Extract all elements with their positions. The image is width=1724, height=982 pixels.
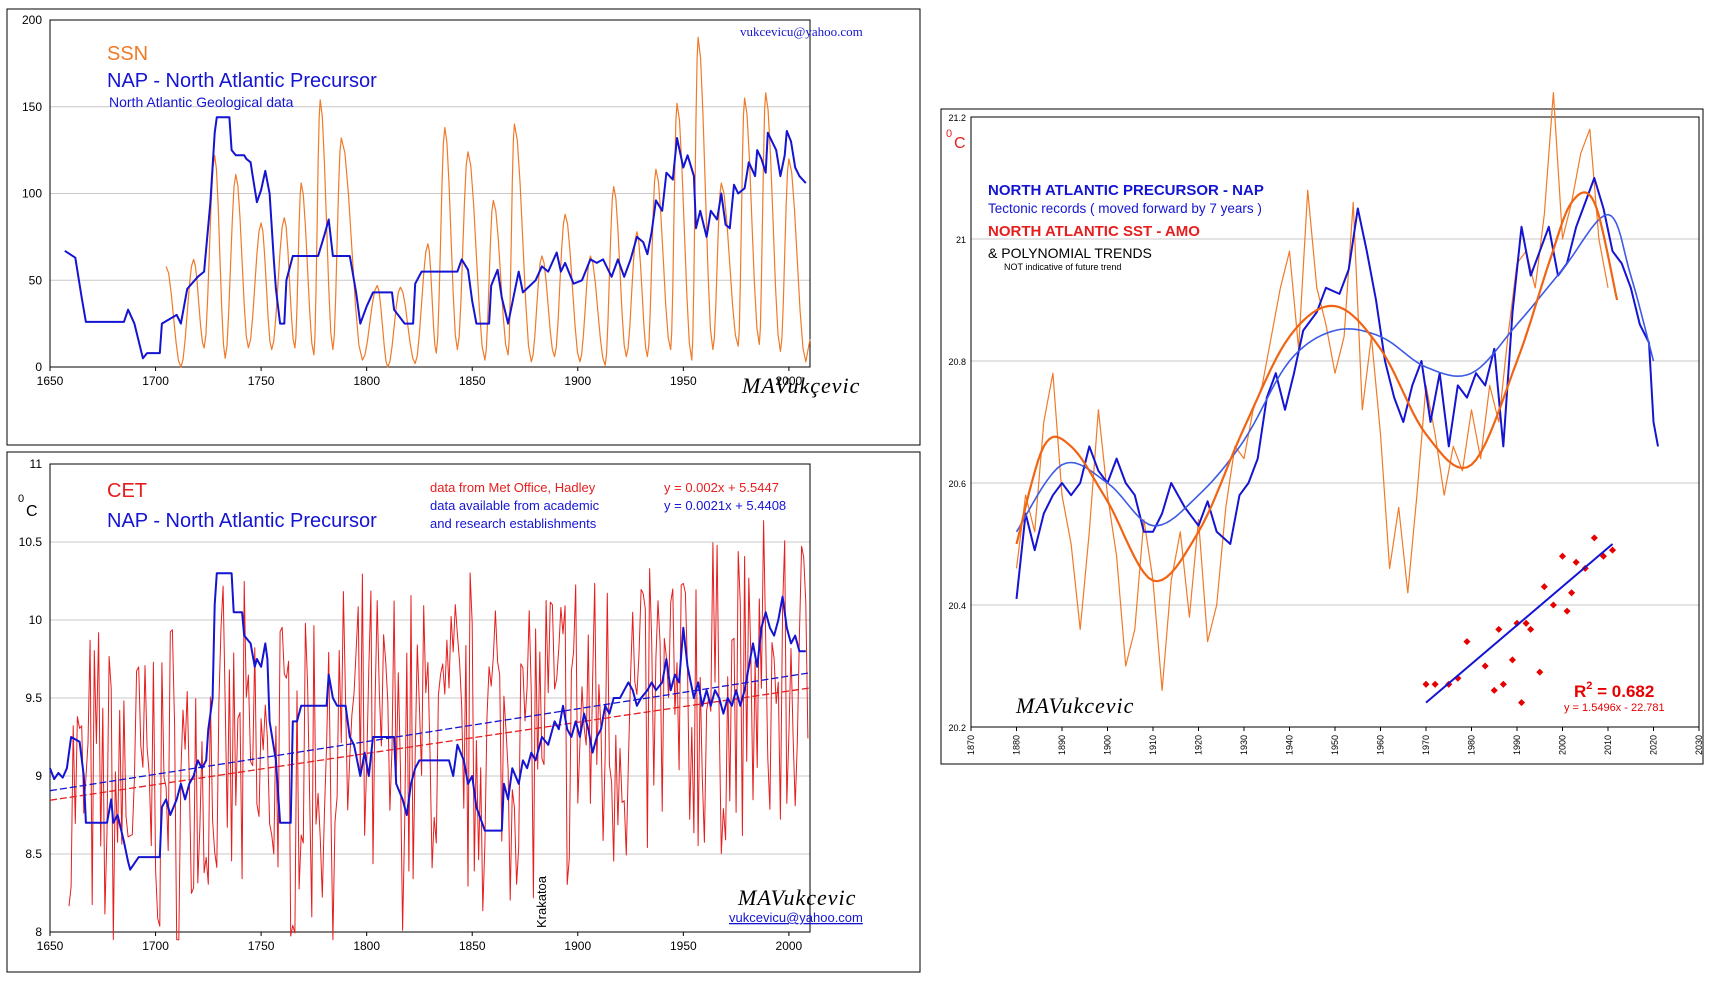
- x-tick-label: 2020: [1649, 735, 1659, 755]
- x-tick-label: 1950: [670, 939, 697, 953]
- x-tick-label: 1850: [459, 374, 486, 388]
- nap-trendline: [49, 672, 811, 792]
- amo-polynomial-trend: [1015, 191, 1619, 583]
- r-squared: R2 = 0.682: [1574, 680, 1654, 701]
- y-unit: C: [954, 135, 966, 152]
- nap-polynomial-trend: [1015, 213, 1655, 533]
- y-tick-label: 20.8: [948, 357, 966, 367]
- y-tick-label: 20.4: [948, 601, 966, 611]
- email: vukcevicu@yahoo.com: [729, 910, 863, 925]
- cet-trendline: [49, 687, 811, 801]
- legend-ssn: SSN: [107, 43, 148, 65]
- x-tick-label: 1870: [966, 735, 976, 755]
- x-tick-label: 1750: [248, 939, 275, 953]
- x-tick-label: 1980: [1467, 735, 1477, 755]
- x-tick-label: 1940: [1285, 735, 1295, 755]
- x-tick-label: 2000: [776, 939, 803, 953]
- x-tick-label: 1990: [1512, 735, 1522, 755]
- y-tick-label: 21: [956, 235, 966, 245]
- x-tick-label: 1920: [1194, 735, 1204, 755]
- x-tick-label: 1880: [1012, 735, 1022, 755]
- panel-frame: [940, 108, 1704, 765]
- ssn-nap-panel: 0 50 100 150 200 1650 1700 1750 1800 1850 1900 1950…: [6, 8, 921, 446]
- x-tick-label: 1750: [248, 374, 275, 388]
- y-tick-label: 8.5: [25, 847, 42, 861]
- legend-poly-note: NOT indicative of future trend: [1004, 262, 1121, 272]
- y-tick-label: 0: [35, 360, 42, 374]
- email: vukcevicu@yahoo.com: [740, 24, 863, 39]
- x-tick-label: 2000: [776, 374, 803, 388]
- y-tick-label: 150: [22, 100, 42, 114]
- equation-nap: y = 0.0021x + 5.4408: [664, 498, 786, 513]
- y-tick-label: 11: [30, 457, 43, 471]
- legend-nap: NORTH ATLANTIC PRECURSOR - NAP: [988, 182, 1264, 199]
- legend-nap-sub: North Atlantic Geological data: [109, 94, 294, 110]
- y-tick-label: 10.5: [19, 535, 43, 549]
- x-tick-label: 1930: [1239, 735, 1249, 755]
- x-tick-label: 1950: [1330, 735, 1340, 755]
- legend-nap: NAP - North Atlantic Precursor: [107, 70, 377, 92]
- plot-area: [49, 19, 811, 368]
- regression-line: [1425, 543, 1614, 704]
- nap-series: [49, 572, 806, 871]
- y-unit-sup: 0: [946, 128, 952, 140]
- y-unit-sup: 0: [18, 493, 24, 505]
- x-tick-label: 2030: [1694, 735, 1704, 755]
- x-tick-label: 1970: [1421, 735, 1431, 755]
- y-unit: C: [26, 503, 38, 520]
- x-tick-label: 1960: [1376, 735, 1386, 755]
- krakatoa-annotation: Krakatoa: [534, 875, 549, 928]
- signature: MAVukçevic: [741, 373, 860, 398]
- panel-frame: [6, 451, 921, 973]
- y-tick-label: 9: [35, 769, 42, 783]
- x-tick-label: 1890: [1057, 735, 1067, 755]
- x-tick-label: 1650: [37, 939, 64, 953]
- nap-series: [64, 116, 807, 360]
- y-tick-label: 20.2: [948, 723, 966, 733]
- y-tick-label: 21.2: [948, 113, 966, 123]
- y-tick-label: 50: [29, 273, 43, 287]
- x-tick-label: 1800: [353, 374, 380, 388]
- x-tick-label: 1900: [564, 374, 591, 388]
- legend-poly: & POLYNOMIAL TRENDS: [988, 245, 1152, 261]
- equation-cet: y = 0.002x + 5.5447: [664, 480, 779, 495]
- nap-amo-panel: 20.2 20.4 20.6 20.8 21 21.2 1870 1880 1890 1900 19…: [940, 91, 1704, 765]
- x-tick-label: 1950: [670, 374, 697, 388]
- cet-series: [68, 520, 809, 941]
- x-tick-label: 1900: [1103, 735, 1113, 755]
- x-tick-label: 1910: [1148, 735, 1158, 755]
- x-tick-label: 2000: [1558, 735, 1568, 755]
- regression-equation: y = 1.5496x - 22.781: [1564, 702, 1665, 714]
- y-tick-label: 100: [22, 187, 42, 201]
- x-tick-label: 1900: [564, 939, 591, 953]
- legend-amo: NORTH ATLANTIC SST - AMO: [988, 223, 1200, 240]
- legend-cet: CET: [107, 480, 147, 502]
- signature: MAVukcevic: [737, 885, 856, 910]
- x-tick-label: 1850: [459, 939, 486, 953]
- amo-series: [1015, 91, 1609, 692]
- x-tick-label: 1700: [142, 374, 169, 388]
- cet-nap-panel: 8 8.5 9 9.5 10 10.5 11 1650 1700 1750 1800 1850 1900…: [6, 451, 921, 973]
- y-tick-label: 20.6: [948, 479, 966, 489]
- x-tick-label: 1800: [353, 939, 380, 953]
- y-tick-label: 200: [22, 13, 42, 27]
- signature: MAVukcevic: [1015, 693, 1134, 718]
- x-tick-label: 2010: [1603, 735, 1613, 755]
- legend-nap-sub: Tectonic records ( moved forward by 7 ye…: [988, 201, 1262, 216]
- y-tick-label: 9.5: [25, 691, 42, 705]
- source-nap-1: data available from academic: [430, 498, 600, 513]
- x-tick-label: 1650: [37, 374, 64, 388]
- source-cet: data from Met Office, Hadley: [430, 480, 596, 495]
- y-tick-label: 8: [35, 925, 42, 939]
- source-nap-2: and research establishments: [430, 516, 597, 531]
- legend-nap: NAP - North Atlantic Precursor: [107, 510, 377, 532]
- ssn-series: [165, 36, 811, 368]
- x-tick-label: 1700: [142, 939, 169, 953]
- y-tick-label: 10: [29, 613, 43, 627]
- plot-area: [49, 463, 811, 933]
